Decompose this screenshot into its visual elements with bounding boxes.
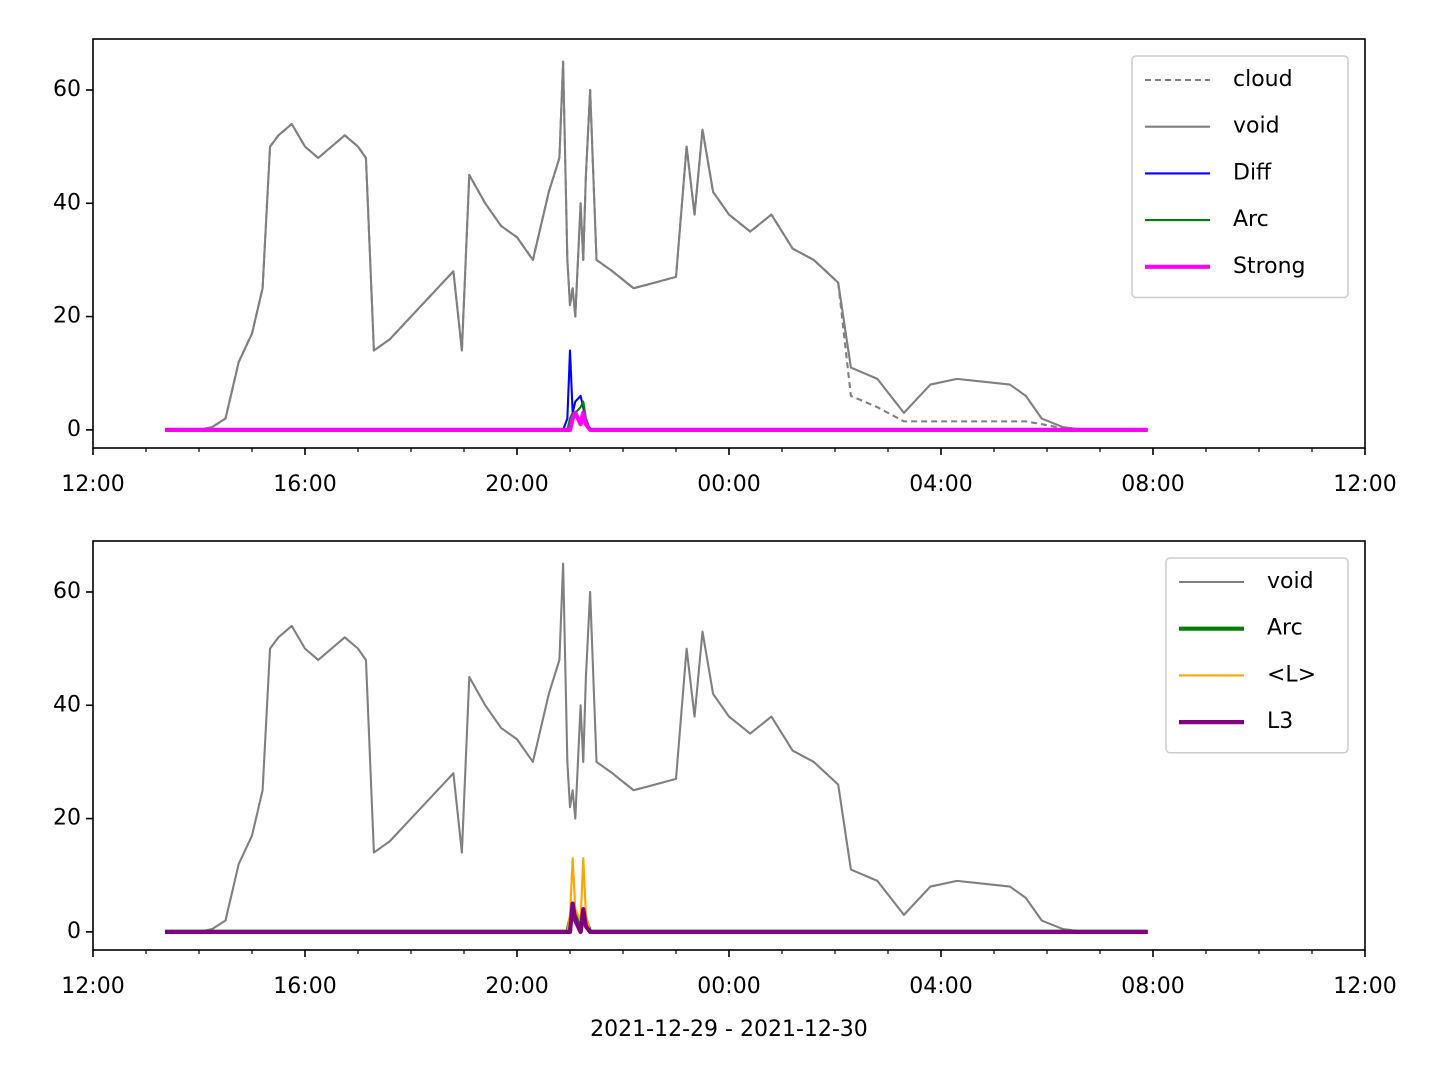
series-line [165, 562, 1148, 933]
y-tick-label: 60 [53, 579, 81, 604]
legend-label: void [1267, 569, 1314, 594]
x-tick-label: 08:00 [1121, 472, 1184, 497]
x-tick-label: 08:00 [1121, 974, 1184, 999]
y-tick-label: 0 [67, 417, 81, 442]
y-tick-label: 60 [53, 77, 81, 102]
plot-area [165, 60, 1148, 432]
legend-label: void [1233, 114, 1280, 139]
x-tick-label: 00:00 [697, 974, 760, 999]
x-axis-label: 2021-12-29 - 2021-12-30 [590, 1017, 868, 1042]
legend-box [1131, 55, 1349, 299]
x-tick-label: 04:00 [909, 974, 972, 999]
x-tick-label: 20:00 [485, 472, 548, 497]
y-tick-label: 40 [53, 190, 81, 215]
legend-label: Arc [1267, 616, 1303, 641]
x-tick-label: 20:00 [485, 974, 548, 999]
legend-label: Arc [1233, 207, 1269, 232]
legend-label: <L> [1267, 662, 1316, 687]
legend-label: L3 [1267, 709, 1293, 734]
legend-label: Diff [1233, 160, 1272, 185]
series-line [165, 60, 1148, 431]
plot-area [165, 562, 1148, 934]
series-line [165, 901, 1148, 934]
x-tick-label: 00:00 [697, 472, 760, 497]
y-tick-label: 0 [67, 919, 81, 944]
x-tick-label: 12:00 [61, 472, 124, 497]
x-tick-label: 04:00 [909, 472, 972, 497]
legend-label: cloud [1233, 67, 1293, 92]
y-tick-label: 20 [53, 806, 81, 831]
axes-frame [92, 540, 1366, 951]
x-tick-label: 16:00 [273, 974, 336, 999]
y-tick-label: 20 [53, 304, 81, 329]
x-tick-label: 12:00 [1333, 472, 1396, 497]
legend-box [1165, 557, 1349, 754]
x-tick-label: 16:00 [273, 472, 336, 497]
axes-frame [92, 38, 1366, 449]
y-tick-label: 40 [53, 692, 81, 717]
x-tick-label: 12:00 [1333, 974, 1396, 999]
legend-label: Strong [1233, 254, 1306, 279]
series-line [165, 410, 1148, 432]
x-tick-label: 12:00 [61, 974, 124, 999]
